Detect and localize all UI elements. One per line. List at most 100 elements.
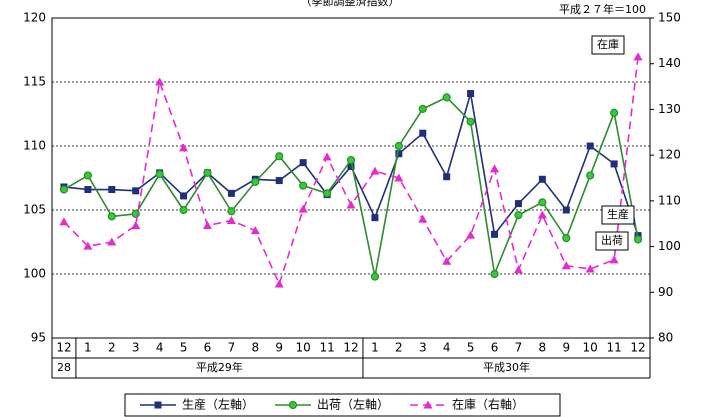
x-tick-label: 10 bbox=[583, 341, 598, 355]
point bbox=[394, 141, 403, 151]
point bbox=[131, 221, 141, 230]
point bbox=[609, 255, 619, 264]
series-label: 生産 bbox=[607, 207, 629, 221]
point bbox=[347, 162, 355, 170]
x-tick-label: 1 bbox=[371, 341, 379, 355]
point bbox=[84, 186, 92, 194]
point bbox=[561, 261, 571, 270]
point bbox=[418, 104, 427, 113]
point bbox=[274, 279, 284, 288]
x-tick-label: 9 bbox=[562, 341, 570, 355]
point bbox=[179, 143, 189, 152]
point bbox=[538, 175, 546, 183]
x-tick-label: 4 bbox=[156, 341, 164, 355]
point bbox=[394, 173, 404, 182]
y-tick-label: 110 bbox=[23, 139, 46, 153]
y2-tick-label: 130 bbox=[658, 102, 681, 116]
point bbox=[346, 155, 356, 165]
y-tick-label: 105 bbox=[23, 203, 46, 217]
point bbox=[442, 93, 451, 102]
y2-tick-label: 90 bbox=[658, 285, 673, 299]
plot-area bbox=[51, 17, 651, 339]
point bbox=[370, 272, 380, 281]
point bbox=[633, 235, 643, 244]
point bbox=[490, 269, 499, 279]
label-box bbox=[595, 231, 629, 251]
point bbox=[370, 166, 380, 175]
x-tick-label: 12 bbox=[630, 341, 645, 355]
point bbox=[466, 230, 476, 239]
point bbox=[346, 200, 356, 209]
point bbox=[154, 401, 162, 409]
point bbox=[466, 117, 475, 126]
chart-title: （季節調整済指数） bbox=[301, 0, 400, 8]
point bbox=[155, 170, 164, 179]
point bbox=[299, 159, 307, 167]
series-label: 在庫 bbox=[597, 37, 619, 51]
x-tick-label: 11 bbox=[319, 341, 334, 355]
point bbox=[442, 256, 452, 265]
x-tick-label: 12 bbox=[56, 341, 71, 355]
point bbox=[490, 164, 500, 173]
x-tick-label: 3 bbox=[419, 341, 427, 355]
y2-tick-label: 150 bbox=[658, 11, 681, 25]
point bbox=[108, 186, 116, 194]
point bbox=[322, 189, 332, 198]
point bbox=[275, 152, 284, 161]
x-tick-label: 3 bbox=[132, 341, 140, 355]
point bbox=[514, 200, 522, 208]
point bbox=[180, 192, 188, 200]
x-tick-label: 1 bbox=[84, 341, 92, 355]
point bbox=[562, 234, 571, 243]
x-tick-label: 12 bbox=[343, 341, 358, 355]
point bbox=[275, 177, 283, 185]
legend-label: 生産（左軸） bbox=[182, 397, 254, 412]
point bbox=[562, 206, 570, 214]
y-tick-label: 95 bbox=[31, 331, 46, 345]
y2-tick-label: 140 bbox=[658, 56, 681, 70]
point bbox=[107, 212, 116, 221]
x-tick-label: 5 bbox=[467, 341, 475, 355]
legend-label: 出荷（左軸） bbox=[317, 397, 389, 412]
point bbox=[107, 237, 117, 246]
point bbox=[59, 185, 69, 194]
point bbox=[395, 150, 403, 158]
x-tick-label: 4 bbox=[443, 341, 451, 355]
x-tick-label: 10 bbox=[296, 341, 311, 355]
point bbox=[586, 171, 595, 180]
point bbox=[537, 210, 547, 219]
point bbox=[538, 198, 547, 207]
point bbox=[155, 77, 165, 86]
point bbox=[514, 211, 523, 220]
x-tick-label: 7 bbox=[228, 341, 236, 355]
point bbox=[131, 209, 140, 218]
x-tick-label: 2 bbox=[395, 341, 403, 355]
x-tick-label: 7 bbox=[515, 341, 523, 355]
legend-label: 在庫（右軸） bbox=[452, 397, 524, 412]
y2-tick-label: 80 bbox=[658, 331, 673, 345]
series-label: 出荷 bbox=[601, 233, 623, 247]
y2-tick-label: 120 bbox=[658, 148, 681, 162]
point bbox=[610, 160, 618, 168]
group-label: 平成29年 bbox=[196, 360, 243, 374]
x-tick-label: 6 bbox=[204, 341, 212, 355]
point bbox=[419, 129, 427, 137]
point bbox=[132, 187, 140, 195]
point bbox=[443, 173, 451, 181]
point bbox=[586, 142, 594, 150]
x-tick-label: 6 bbox=[491, 341, 499, 355]
series-line bbox=[63, 56, 639, 287]
y-tick-label: 100 bbox=[23, 267, 46, 281]
y-tick-label: 115 bbox=[23, 75, 46, 89]
point bbox=[59, 217, 69, 226]
point bbox=[610, 108, 619, 117]
x-tick-label: 5 bbox=[180, 341, 188, 355]
y2-tick-label: 100 bbox=[658, 239, 681, 253]
point bbox=[299, 181, 308, 190]
point bbox=[322, 152, 332, 161]
group-label: 28 bbox=[57, 361, 71, 374]
point bbox=[226, 216, 236, 225]
point bbox=[371, 214, 379, 222]
point bbox=[633, 52, 643, 61]
x-tick-label: 8 bbox=[539, 341, 547, 355]
